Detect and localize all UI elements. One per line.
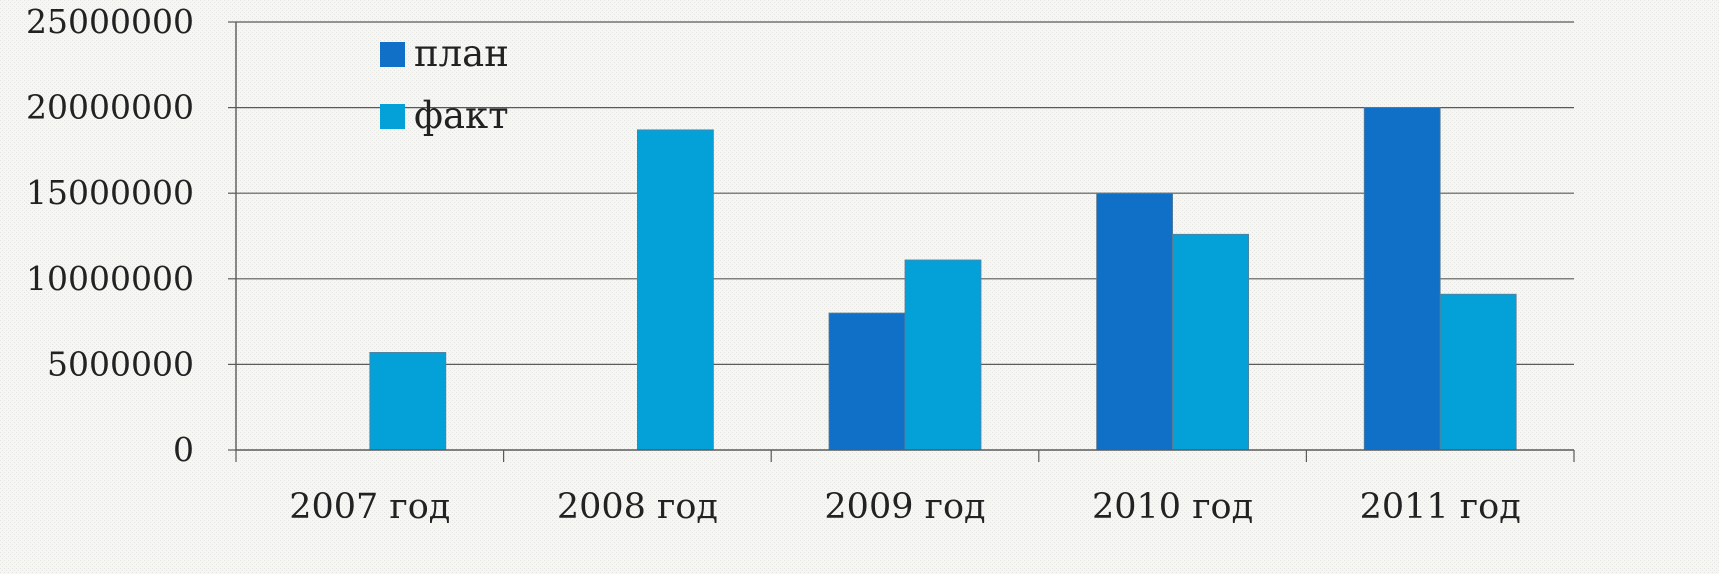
x-category-label: 2009 год	[824, 487, 985, 527]
legend-swatch-факт	[380, 104, 405, 129]
y-tick-label: 20000000	[26, 88, 194, 127]
bar-факт-2011 год	[1439, 293, 1517, 451]
bar-факт-2009 год	[904, 259, 982, 451]
bar-факт-2007 год	[369, 352, 447, 451]
y-tick-label: 0	[173, 430, 194, 469]
legend: план факт	[380, 32, 509, 137]
legend-label-план: план	[414, 32, 509, 75]
bar-план-2009 год	[828, 312, 906, 451]
x-category-labels: 2007 год 2008 год 2009 год 2010 год 2011 год	[289, 487, 1521, 527]
axes	[228, 21, 1575, 462]
y-tick-label: 15000000	[26, 173, 194, 212]
bar-факт-2008 год	[637, 129, 714, 451]
x-category-label: 2011 год	[1360, 487, 1521, 527]
legend-swatch-план	[380, 42, 405, 67]
x-category-label: 2008 год	[557, 487, 718, 527]
bar-факт-2010 год	[1172, 233, 1249, 451]
bar-план-2011 год	[1363, 107, 1441, 451]
bar-план-2010 год	[1096, 192, 1173, 451]
bars	[369, 107, 1517, 451]
y-tick-labels: 0 5000000 10000000 15000000 20000000 25000000	[26, 2, 194, 469]
x-category-label: 2007 год	[289, 487, 450, 527]
y-tick-label: 5000000	[47, 344, 194, 383]
y-tick-label: 10000000	[26, 259, 194, 298]
x-category-label: 2010 год	[1092, 487, 1253, 527]
legend-label-факт: факт	[414, 94, 509, 137]
y-tick-label: 25000000	[26, 2, 194, 41]
